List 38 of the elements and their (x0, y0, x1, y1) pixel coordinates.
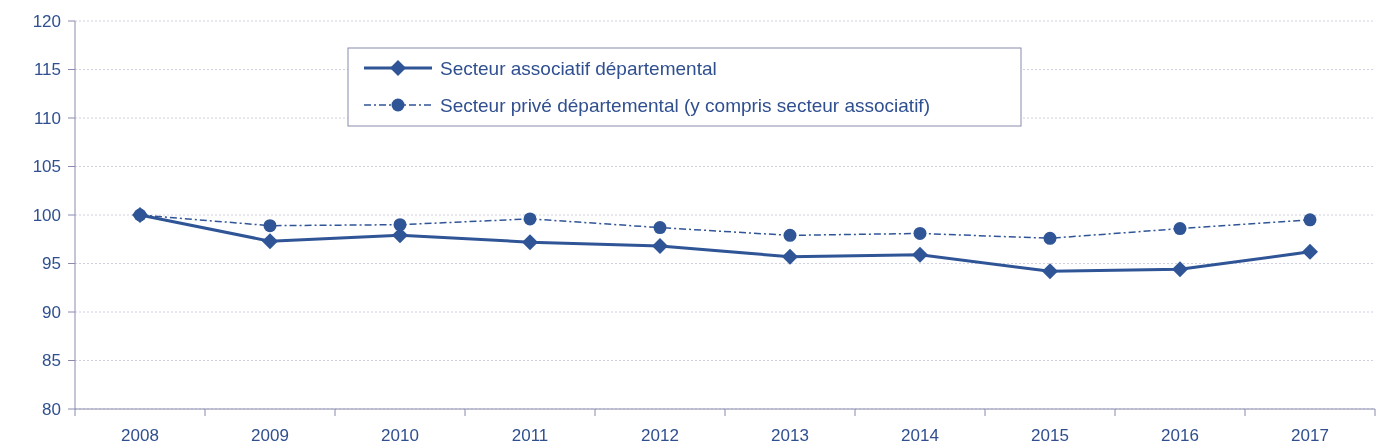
point (783, 228, 797, 242)
point (1043, 231, 1057, 245)
y-tick-label: 120 (32, 11, 61, 31)
y-tick-label: 85 (42, 351, 61, 371)
y-tick-label: 80 (42, 399, 61, 419)
x-tick-label: 2011 (511, 426, 549, 445)
x-tick-label: 2009 (251, 426, 289, 445)
point (1173, 222, 1187, 236)
point (912, 246, 928, 263)
y-tick-label: 95 (42, 254, 61, 274)
point (652, 238, 668, 255)
y-tick-label: 105 (32, 157, 61, 177)
x-tick-label: 2010 (381, 426, 419, 445)
x-tick-label: 2015 (1031, 426, 1069, 445)
x-tick-label: 2012 (641, 426, 679, 445)
y-tick-label: 115 (33, 60, 61, 80)
x-tick-label: 2013 (771, 426, 809, 445)
y-tick-label: 90 (42, 302, 61, 322)
point (1042, 263, 1058, 280)
point (262, 233, 278, 250)
y-tick-label: 110 (33, 108, 61, 128)
point (522, 234, 538, 251)
point (1172, 261, 1188, 278)
point (263, 219, 277, 233)
y-tick-label: 100 (32, 205, 61, 225)
x-tick-label: 2016 (1161, 426, 1199, 445)
x-tick-label: 2017 (1291, 426, 1329, 445)
x-tick-label: 2008 (121, 426, 159, 445)
legend-label: Secteur privé départemental (y compris secteur associatif) (440, 94, 930, 116)
point (523, 212, 537, 226)
point (913, 226, 927, 240)
point (1303, 213, 1317, 227)
point (653, 221, 667, 235)
point (1302, 243, 1318, 260)
point (393, 218, 407, 232)
point (782, 248, 798, 265)
legend-label: Secteur associatif départemental (440, 57, 717, 79)
x-tick-label: 2014 (901, 426, 939, 445)
